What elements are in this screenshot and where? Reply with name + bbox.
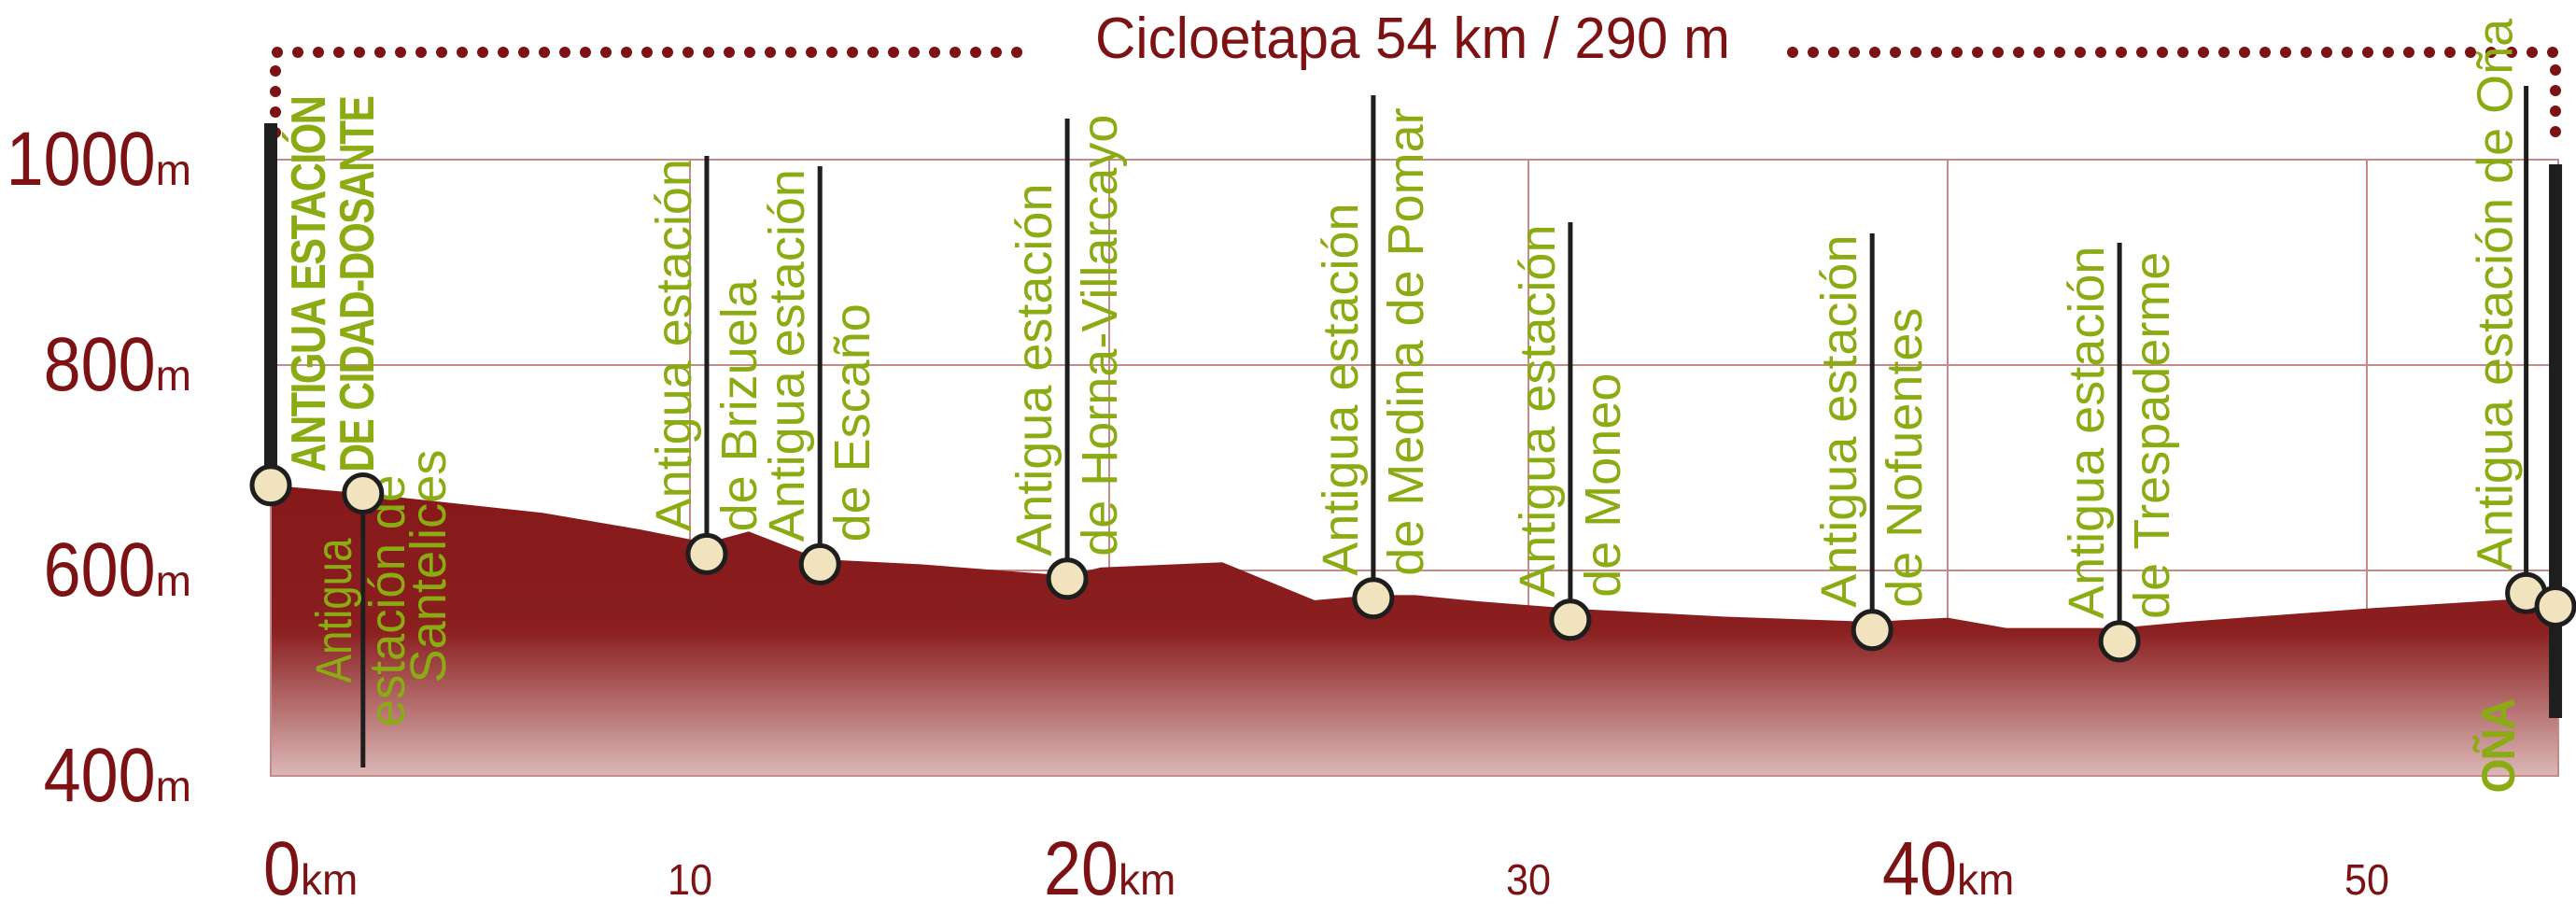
waypoint-label: de Brizuela	[711, 278, 767, 531]
waypoint-label: de Medina de Pomar	[1378, 107, 1434, 575]
y-tick-label: 800m	[44, 322, 191, 407]
waypoint-label: Antigua estación	[1006, 184, 1063, 556]
waypoint-label: Santelices	[401, 450, 457, 683]
waypoint-label: de Moneo	[1575, 373, 1631, 598]
waypoint-label: Antigua estación	[1313, 203, 1369, 575]
waypoint-marker	[685, 532, 728, 575]
waypoint-marker	[2098, 620, 2141, 663]
y-tick-label: 600m	[44, 528, 191, 612]
y-axis: 400m 600m 800m 1000m	[7, 117, 191, 818]
waypoint: OÑA	[2472, 164, 2576, 794]
waypoint: Antigua estación de Moneo	[1510, 222, 1631, 641]
waypoint-label: de Trespaderme	[2124, 252, 2180, 619]
x-tick-label: 20km	[1044, 826, 1175, 911]
waypoint: Antigua estación de Escaño	[759, 166, 880, 585]
waypoint-label: Antigua estación	[2059, 246, 2115, 619]
waypoint-marker	[798, 542, 841, 585]
waypoint-label: de Nofuentes	[1877, 308, 1933, 608]
y-tick-label: 1000m	[7, 117, 191, 202]
waypoint: Antigua estación de Trespaderme	[2059, 243, 2180, 663]
x-tick-label: 40km	[1882, 826, 2014, 911]
waypoint-marker	[1851, 609, 1893, 652]
waypoint-label: estación de	[359, 475, 415, 727]
waypoint: Antigua estación de Horna-Villarcayo	[1006, 115, 1128, 600]
profile-fill	[271, 485, 2560, 776]
waypoint-marker	[342, 472, 385, 514]
waypoint: Antigua estación de Brizuela	[646, 156, 767, 575]
waypoint: Antigua estación de Medina de Pomar	[1313, 95, 1434, 620]
x-tick-label: 30	[1506, 855, 1551, 904]
waypoint-label: OÑA	[2472, 699, 2525, 794]
waypoint: Antigua estación de Oña	[2468, 18, 2548, 614]
y-tick-label: 400m	[44, 733, 191, 818]
title-frame	[270, 47, 2561, 138]
waypoint-label: Antigua	[306, 538, 362, 683]
waypoint-marker	[1352, 577, 1395, 620]
waypoint-label: Antigua estación	[1811, 235, 1867, 608]
waypoint-label: ANTIGUA ESTACIÓN	[282, 97, 336, 472]
waypoint-label: Antigua estación	[1510, 225, 1566, 598]
waypoint-marker	[249, 464, 292, 507]
x-tick-label: 0km	[263, 826, 358, 911]
x-tick-label: 50	[2344, 855, 2389, 904]
chart-title: Cicloetapa 54 km / 290 m	[1095, 7, 1730, 71]
waypoint-label: Antigua estación	[759, 169, 815, 542]
dotted-frame-right	[1787, 47, 2561, 138]
waypoint-label: de Horna-Villarcayo	[1072, 115, 1128, 556]
waypoint-label: Antigua estación	[646, 159, 702, 531]
waypoint-marker	[2534, 585, 2576, 627]
waypoint: Antigua estación de Nofuentes	[1811, 233, 1933, 652]
dotted-frame-left	[270, 47, 1042, 138]
waypoint-label: de Escaño	[824, 303, 880, 542]
waypoint-marker	[1549, 598, 1592, 641]
waypoint-marker	[1046, 557, 1089, 600]
x-tick-label: 10	[668, 855, 712, 904]
x-axis: 0km 10 20km 30 40km 50	[263, 826, 2389, 911]
waypoint-label: Antigua estación de Oña	[2468, 18, 2524, 570]
waypoint-label: DE CIDAD-DOSANTE	[331, 96, 385, 472]
